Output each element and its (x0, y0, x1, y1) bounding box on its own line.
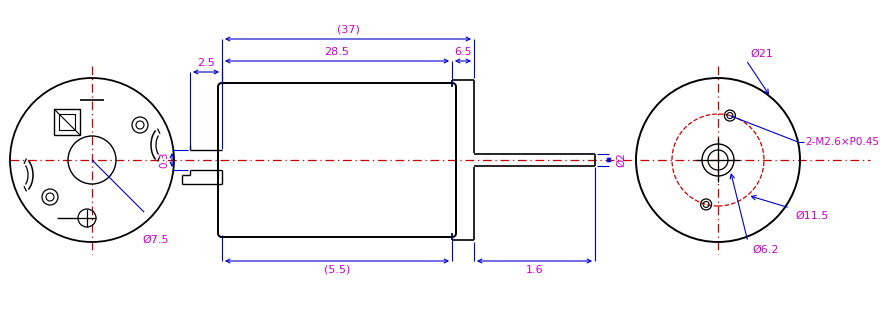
Text: Ø2: Ø2 (616, 153, 626, 167)
Text: 6.5: 6.5 (454, 47, 472, 57)
Text: (5.5): (5.5) (324, 265, 350, 275)
Text: 2.5: 2.5 (197, 58, 215, 68)
Text: Ø7.5: Ø7.5 (142, 235, 168, 245)
Text: 0.3: 0.3 (159, 152, 169, 168)
Text: (37): (37) (336, 25, 359, 35)
Bar (59, 114, 75, 130)
Text: Ø21: Ø21 (750, 49, 773, 59)
Text: Ø6.2: Ø6.2 (752, 245, 779, 255)
Text: 2-M2.6×P0.45×2dp.: 2-M2.6×P0.45×2dp. (805, 137, 880, 147)
Text: 28.5: 28.5 (325, 47, 349, 57)
Text: Ø11.5: Ø11.5 (795, 211, 828, 221)
Bar (54, 109, 80, 135)
Text: 1.6: 1.6 (525, 265, 543, 275)
